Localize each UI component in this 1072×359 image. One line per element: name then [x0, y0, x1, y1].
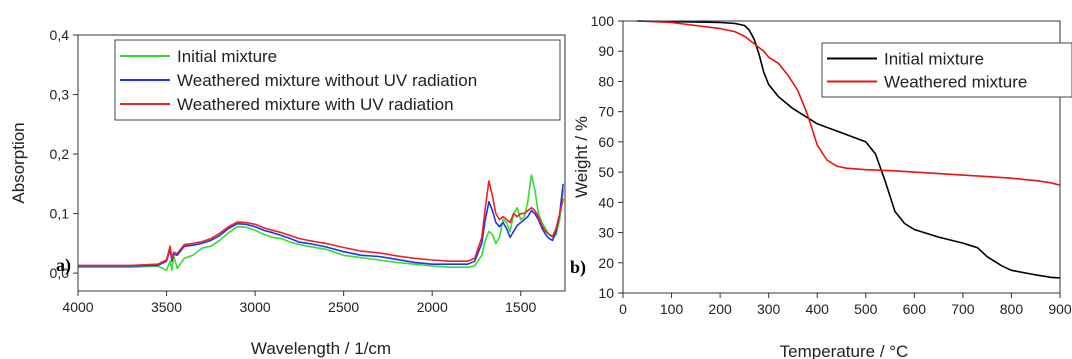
legend-label-weathered-mixture-without-uv-radiation: Weathered mixture without UV radiation [177, 71, 477, 90]
chart-panel-b: 0 100 200 300 400 500 600 700 800 900 10 20 30 40 50 6… [570, 13, 1072, 359]
y-tick-label: 0,4 [50, 27, 70, 43]
series-line-weathered-mixture-with-uv-radiation [78, 180, 564, 267]
y-tick-label: 90 [598, 43, 614, 59]
panel-a-label: a) [56, 255, 71, 276]
x-tick-label: 0 [619, 301, 627, 317]
y-tick-label: 0,1 [50, 206, 70, 222]
x-tick-label: 800 [1000, 301, 1024, 317]
x-tick-label: 600 [903, 301, 927, 317]
x-tick-label: 100 [660, 301, 684, 317]
x-tick-label: 4000 [62, 299, 93, 315]
legend-label-initial-mixture: Initial mixture [177, 47, 277, 66]
panel-a-series [78, 174, 564, 272]
panel-a-x-ticks: 4000 3500 3000 2500 2000 1500 [62, 291, 537, 315]
legend-label-weathered-mixture: Weathered mixture [884, 73, 1027, 92]
panel-b-plot-frame [622, 20, 1061, 294]
y-tick-label: 50 [598, 164, 614, 180]
legend-label-initial-mixture: Initial mixture [884, 50, 984, 69]
y-tick-label: 100 [591, 13, 615, 29]
x-tick-label: 300 [757, 301, 781, 317]
x-tick-label: 2500 [328, 299, 359, 315]
panel-b-x-ticks: 0 100 200 300 400 500 600 700 800 900 [619, 293, 1072, 317]
x-tick-label: 1500 [505, 299, 536, 315]
panel-a-y-ticks: 0,0 0,1 0,2 0,3 0,4 [50, 27, 78, 281]
panel-b-y-axis-title: Weight / % [572, 116, 591, 198]
legend-box [821, 42, 1072, 98]
y-tick-label: 0,0 [50, 265, 70, 281]
y-tick-label: 20 [598, 255, 614, 271]
legend-label-weathered-mixture-with-uv-radiation: Weathered mixture with UV radiation [177, 95, 454, 114]
panel-b-y-ticks: 10 20 30 40 50 60 70 80 90 100 [591, 13, 623, 301]
panel-a-x-axis-title: Wavelength / 1/cm [251, 339, 391, 358]
panel-b-series [637, 20, 1061, 279]
x-tick-label: 700 [951, 301, 975, 317]
series-line-weathered-mixture-without-uv-radiation [78, 183, 564, 267]
x-tick-label: 2000 [417, 299, 448, 315]
x-tick-label: 400 [806, 301, 830, 317]
x-tick-label: 3500 [151, 299, 182, 315]
y-tick-label: 0,3 [50, 87, 70, 103]
x-tick-label: 3000 [240, 299, 271, 315]
y-tick-label: 30 [598, 225, 614, 241]
chart-panel-a: 4000 3500 3000 2500 2000 1500 0,0 0,1 0,2 0,3 0,4… [9, 27, 566, 358]
panel-a-legend: Initial mixture Weathered mixture without… [114, 39, 561, 121]
series-line-initial-mixture [78, 174, 564, 272]
y-tick-label: 80 [598, 73, 614, 89]
panel-b-legend: Initial mixture Weathered mixture [821, 42, 1072, 98]
panel-a-y-axis-title: Absorption [9, 122, 28, 203]
legend-box [114, 39, 561, 121]
x-tick-label: 900 [1048, 301, 1072, 317]
series-line-weathered-mixture [637, 20, 1061, 186]
series-line-initial-mixture [637, 20, 1061, 279]
panel-b-label: b) [570, 257, 586, 278]
x-tick-label: 200 [708, 301, 732, 317]
y-tick-label: 40 [598, 194, 614, 210]
y-tick-label: 10 [598, 285, 614, 301]
panel-a-plot-frame [77, 34, 566, 292]
y-tick-label: 0,2 [50, 146, 70, 162]
panel-b-x-axis-title: Temperature / °C [780, 342, 909, 359]
y-tick-label: 70 [598, 104, 614, 120]
x-tick-label: 500 [854, 301, 878, 317]
y-tick-label: 60 [598, 134, 614, 150]
